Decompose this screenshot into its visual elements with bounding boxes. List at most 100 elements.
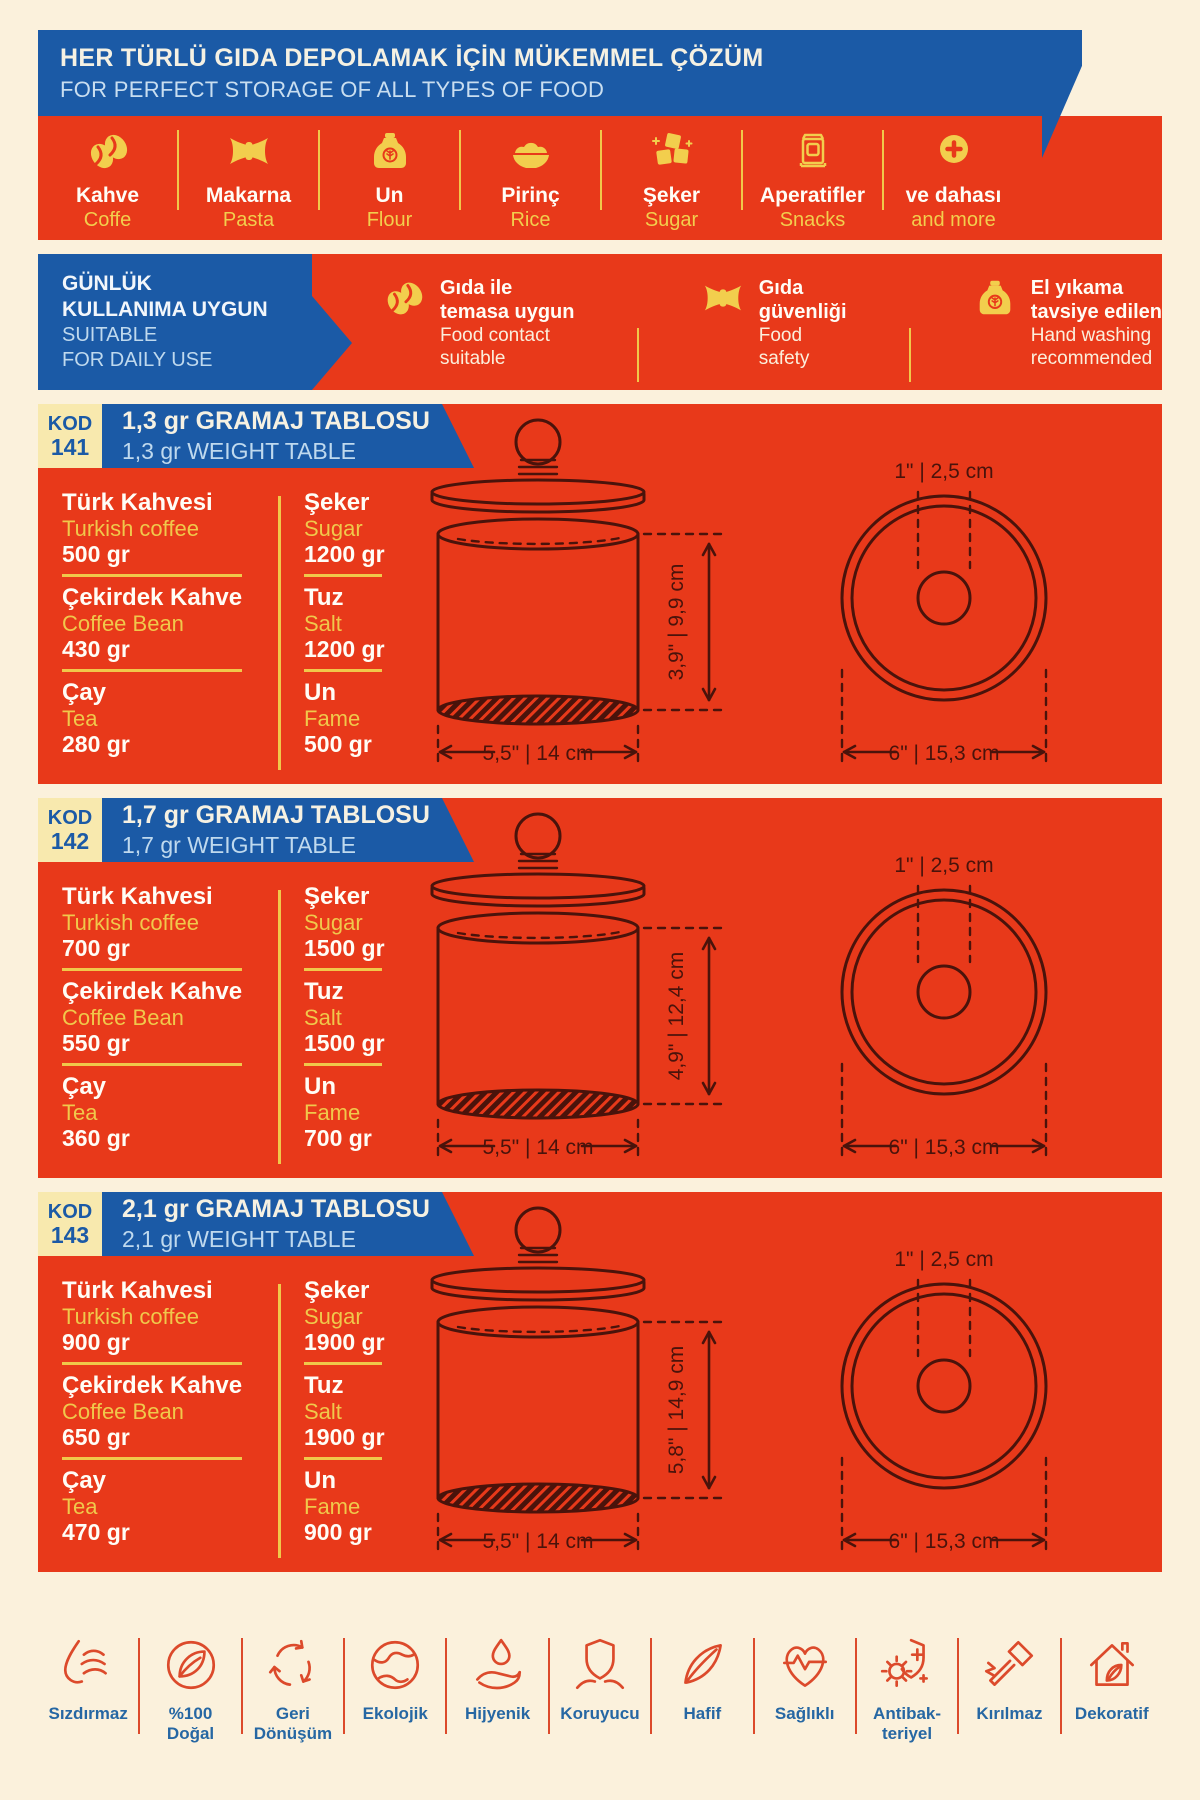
item-name-en: Tea	[62, 706, 98, 731]
rule	[304, 1362, 382, 1365]
healthy-icon	[782, 1646, 827, 1688]
rule	[304, 574, 382, 577]
header-title-english: FOR PERFECT STORAGE OF ALL TYPES OF FOOD	[60, 76, 605, 102]
kod-label: KOD	[47, 413, 93, 435]
food-type-sugar: Şeker Sugar	[602, 116, 741, 240]
daily-item-food-safety: Gıda güvenliği Food safety	[701, 254, 847, 390]
width-dimension-label: 5,5" | 14 cm	[483, 1530, 594, 1553]
section-title-english: 1,7 gr WEIGHT TABLE	[122, 832, 356, 858]
diameter-dimension-label: 6" | 15,3 cm	[889, 742, 1000, 765]
item-name-en: Sugar	[304, 1304, 363, 1329]
daily-label-en: Food contact suitable	[440, 325, 550, 369]
decorative-icon	[1089, 1641, 1134, 1686]
weight-row: Şeker Sugar 1500 gr	[304, 884, 454, 971]
weight-row: Tuz Salt 1900 gr	[304, 1373, 454, 1460]
header-ribbon: HER TÜRLÜ GIDA DEPOLAMAK İÇİN MÜKEMMEL Ç…	[38, 30, 1042, 116]
weight-table-right-column: Şeker Sugar 1500 gr Tuz Salt 1500 gr Un …	[304, 884, 454, 1151]
weight-row: Türk Kahvesi Turkish coffee 900 gr	[62, 1278, 262, 1365]
item-weight: 900 gr	[62, 1329, 130, 1355]
daily-label-tr: Gıda güvenliği	[758, 277, 847, 323]
daily-item-hand-washing: El yıkama tavsiye edilen Hand washing re…	[973, 254, 1162, 390]
jar-dimension-diagram: 5,8" | 14,9 cm 5,5" | 14 cm 1" | 2,5 cm …	[430, 1206, 1048, 1556]
rule	[304, 1063, 382, 1066]
light-icon	[684, 1644, 723, 1684]
height-dimension-label: 5,8" | 14,9 cm	[665, 1346, 688, 1474]
item-weight: 1900 gr	[304, 1329, 385, 1355]
feature-unbreakable: Kırılmaz	[959, 1630, 1059, 1780]
divider	[547, 1638, 550, 1734]
food-label-tr: Un	[375, 184, 404, 207]
item-name-tr: Çay	[62, 1073, 107, 1100]
divider	[650, 1638, 653, 1734]
item-weight: 1200 gr	[304, 636, 385, 662]
weight-table-right-column: Şeker Sugar 1200 gr Tuz Salt 1200 gr Un …	[304, 490, 454, 757]
food-types-row: Kahve Coffe Makarna Pasta Un Flour Pirin…	[38, 116, 1023, 240]
food-label-en: Coffe	[83, 209, 132, 231]
item-name-en: Salt	[304, 1399, 342, 1424]
flour-sack-icon	[367, 128, 413, 179]
item-weight: 550 gr	[62, 1030, 130, 1056]
feature-label: Hijyenik	[465, 1704, 531, 1723]
weight-table-left-column: Türk Kahvesi Turkish coffee 700 gr Çekir…	[62, 884, 262, 1151]
section-title-turkish: 1,7 gr GRAMAJ TABLOSU	[122, 801, 430, 829]
feature-antibacterial: Antibak- teriyel	[857, 1630, 957, 1780]
divider	[908, 328, 911, 382]
weight-table-left-column: Türk Kahvesi Turkish coffee 900 gr Çekir…	[62, 1278, 262, 1545]
antibacterial-icon	[880, 1638, 929, 1688]
rule	[62, 1362, 242, 1365]
weight-row: Çay Tea 360 gr	[62, 1073, 262, 1152]
width-dimension-label: 5,5" | 14 cm	[483, 1136, 594, 1159]
section-title-turkish: 2,1 gr GRAMAJ TABLOSU	[122, 1195, 430, 1223]
item-name-tr: Çay	[62, 1467, 107, 1494]
divider	[138, 1638, 141, 1734]
knob-dimension-label: 1" | 2,5 cm	[894, 1248, 993, 1271]
item-name-en: Turkish coffee	[62, 516, 199, 541]
item-name-tr: Un	[304, 1073, 336, 1100]
divider	[177, 130, 179, 210]
divider	[445, 1638, 448, 1734]
diameter-dimension-label: 6" | 15,3 cm	[889, 1530, 1000, 1553]
item-name-tr: Tuz	[304, 1372, 344, 1399]
feature-label: Ekolojik	[362, 1704, 428, 1723]
rule	[62, 574, 242, 577]
weight-table: Türk Kahvesi Turkish coffee 900 gr Çekir…	[62, 1278, 454, 1566]
product-section-141: KOD 141 1,3 gr GRAMAJ TABLOSU 1,3 gr WEI…	[38, 404, 1162, 784]
item-name-tr: Şeker	[304, 883, 370, 910]
feature-label: Antibak- teriyel	[873, 1704, 942, 1743]
item-weight: 1500 gr	[304, 1030, 385, 1056]
rule	[62, 968, 242, 971]
item-weight: 500 gr	[304, 731, 372, 757]
item-weight: 1900 gr	[304, 1424, 385, 1450]
feature-label: Hafif	[683, 1704, 722, 1723]
food-type-flour: Un Flour	[320, 116, 459, 240]
divider	[752, 1638, 755, 1734]
item-name-en: Coffee Bean	[62, 1399, 184, 1424]
weight-row: Çay Tea 280 gr	[62, 680, 262, 758]
weight-row: Tuz Salt 1500 gr	[304, 979, 454, 1066]
feature-light: Hafif	[652, 1630, 752, 1780]
feature-recycle: Geri Dönüşüm	[243, 1630, 343, 1780]
weight-row: Türk Kahvesi Turkish coffee 500 gr	[62, 490, 262, 577]
food-label-tr: ve dahası	[905, 184, 1002, 207]
jar-drawing	[430, 418, 1048, 768]
feature-protective: Koruyucu	[550, 1630, 650, 1780]
coffee-beans-icon	[382, 276, 440, 390]
daily-use-box: GÜNLÜK KULLANIMA UYGUN SUITABLE FOR DAIL…	[38, 254, 312, 390]
item-name-en: Turkish coffee	[62, 1304, 199, 1329]
kod-label: KOD	[47, 807, 93, 829]
weight-row: Un Fame 500 gr	[304, 680, 454, 758]
food-label-tr: Aperatifler	[759, 184, 866, 207]
product-section-143: KOD 143 2,1 gr GRAMAJ TABLOSU 2,1 gr WEI…	[38, 1192, 1162, 1572]
rule	[304, 968, 382, 971]
kod-badge: KOD 142	[38, 798, 102, 862]
daily-label-en: Hand washing recommended	[1030, 325, 1153, 369]
section-title-turkish: 1,3 gr GRAMAJ TABLOSU	[122, 407, 430, 435]
weight-table-left-column: Türk Kahvesi Turkish coffee 500 gr Çekir…	[62, 490, 262, 757]
daily-use-items: Gıda ile temasa uygun Food contact suita…	[382, 254, 1162, 390]
divider	[636, 328, 639, 382]
weight-row: Çekirdek Kahve Coffee Bean 650 gr	[62, 1373, 262, 1460]
weight-table-right-column: Şeker Sugar 1900 gr Tuz Salt 1900 gr Un …	[304, 1278, 454, 1545]
divider	[600, 130, 602, 210]
feature-decorative: Dekoratif	[1062, 1630, 1162, 1780]
